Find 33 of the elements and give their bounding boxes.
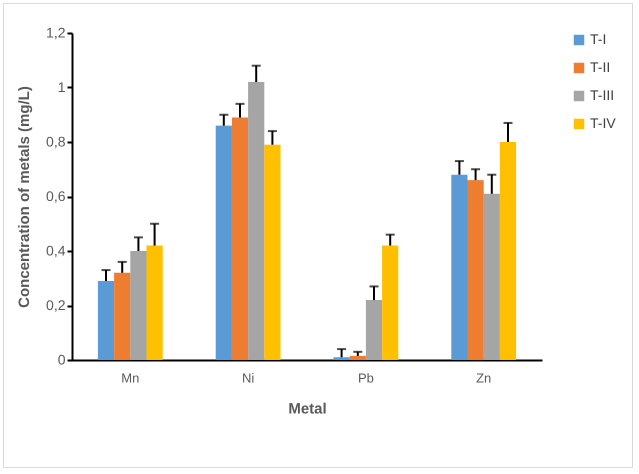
y-tick-label: 1,2 — [46, 24, 66, 40]
bar — [484, 194, 500, 360]
bar — [500, 142, 516, 360]
legend-label: T-III — [590, 87, 614, 103]
bar — [232, 117, 248, 360]
x-tick-label: Mn — [121, 370, 140, 386]
bar — [350, 356, 366, 360]
y-tick-label: 0,4 — [46, 242, 66, 258]
legend-label: T-I — [590, 31, 606, 47]
y-tick-label: 0,2 — [46, 297, 66, 313]
bar — [382, 246, 398, 360]
bar — [467, 180, 484, 360]
y-tick-label: 1 — [58, 79, 66, 95]
y-tick-label: 0 — [58, 352, 66, 368]
bar — [114, 272, 130, 360]
bar — [451, 174, 468, 360]
bar — [146, 246, 163, 360]
legend-label: T-II — [590, 59, 610, 75]
bar — [264, 144, 280, 360]
bar — [130, 251, 147, 360]
bar — [98, 280, 114, 360]
bar — [216, 126, 232, 360]
y-tick-label: 0,8 — [46, 134, 66, 150]
x-axis-title: Metal — [288, 400, 327, 418]
x-tick-label: Pb — [358, 370, 374, 386]
bar — [248, 82, 264, 360]
y-tick-label: 0,6 — [46, 188, 66, 204]
x-tick-label: Zn — [476, 370, 492, 386]
x-tick-label: Ni — [242, 370, 254, 386]
legend-label: T-IV — [590, 115, 616, 131]
bar — [366, 300, 382, 360]
bar — [334, 357, 350, 360]
y-axis-title: Concentration of metals (mg/L) — [16, 86, 34, 308]
